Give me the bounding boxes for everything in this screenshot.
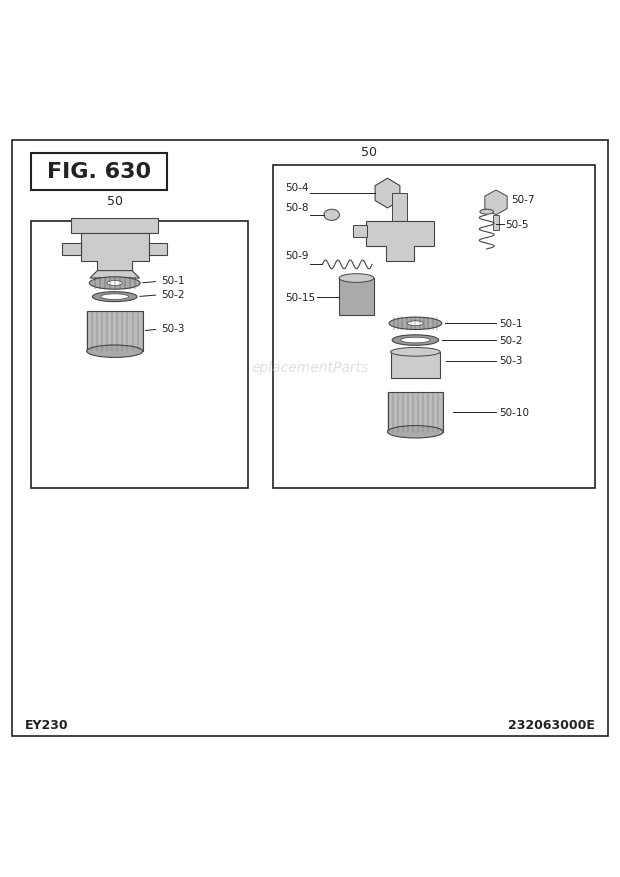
Ellipse shape bbox=[392, 335, 439, 346]
Text: FIG. 630: FIG. 630 bbox=[47, 162, 151, 182]
Ellipse shape bbox=[389, 317, 442, 330]
Bar bbox=[388, 392, 443, 432]
Text: 50-9: 50-9 bbox=[285, 251, 309, 260]
Text: 50-3: 50-3 bbox=[499, 356, 523, 366]
Bar bbox=[353, 226, 367, 238]
Text: EY230: EY230 bbox=[25, 717, 68, 731]
Text: 50-3: 50-3 bbox=[145, 324, 185, 333]
Text: 50-8: 50-8 bbox=[285, 203, 309, 213]
Ellipse shape bbox=[388, 426, 443, 438]
Polygon shape bbox=[90, 271, 140, 279]
Text: 50-1: 50-1 bbox=[143, 275, 185, 286]
Polygon shape bbox=[81, 234, 149, 271]
Text: 232063000E: 232063000E bbox=[508, 717, 595, 731]
Bar bbox=[31, 222, 248, 488]
Bar bbox=[62, 244, 81, 256]
Text: 50-2: 50-2 bbox=[499, 336, 523, 346]
Ellipse shape bbox=[339, 275, 374, 283]
Bar bbox=[31, 153, 167, 191]
Text: 50: 50 bbox=[361, 146, 377, 159]
Bar bbox=[87, 311, 143, 352]
Ellipse shape bbox=[87, 346, 143, 358]
Ellipse shape bbox=[401, 338, 430, 344]
Ellipse shape bbox=[89, 277, 140, 290]
Text: 50-4: 50-4 bbox=[285, 182, 309, 193]
Bar bbox=[149, 244, 167, 256]
Bar bbox=[391, 353, 440, 379]
Polygon shape bbox=[375, 179, 400, 209]
Bar bbox=[493, 216, 499, 231]
Bar bbox=[71, 218, 158, 234]
Bar bbox=[392, 194, 407, 222]
Ellipse shape bbox=[92, 292, 137, 303]
Ellipse shape bbox=[408, 322, 423, 326]
Polygon shape bbox=[366, 222, 434, 262]
Bar bbox=[273, 166, 595, 488]
Ellipse shape bbox=[100, 295, 129, 300]
Polygon shape bbox=[485, 191, 507, 216]
Text: 50-2: 50-2 bbox=[140, 289, 185, 299]
Text: 50-7: 50-7 bbox=[512, 195, 535, 205]
Bar bbox=[339, 279, 374, 316]
Text: 50: 50 bbox=[107, 196, 123, 208]
Ellipse shape bbox=[480, 210, 494, 215]
Text: eplacementParts: eplacementParts bbox=[251, 360, 369, 374]
Text: 50-5: 50-5 bbox=[505, 220, 529, 230]
Text: 50-1: 50-1 bbox=[499, 319, 523, 329]
Ellipse shape bbox=[391, 348, 440, 357]
Text: 50-10: 50-10 bbox=[499, 407, 529, 417]
Ellipse shape bbox=[107, 282, 123, 286]
Text: 50-15: 50-15 bbox=[285, 292, 316, 303]
Ellipse shape bbox=[324, 210, 340, 221]
